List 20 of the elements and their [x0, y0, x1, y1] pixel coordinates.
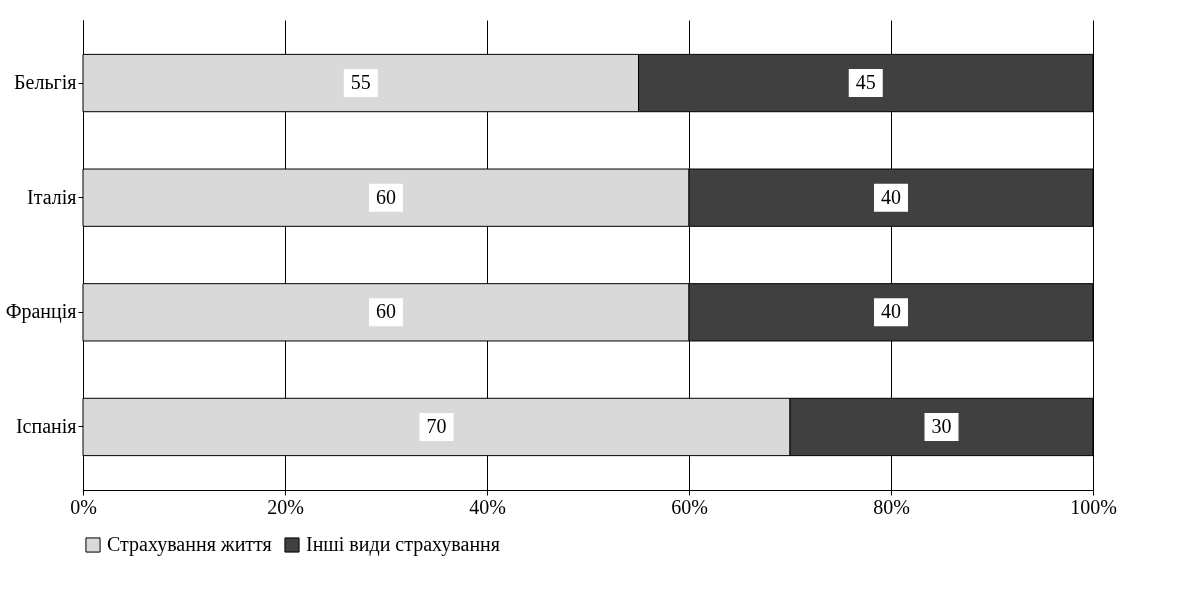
legend-label: Страхування життя	[107, 533, 272, 556]
data-label: 45	[855, 71, 876, 94]
x-tick-label: 20%	[267, 495, 304, 518]
data-label: 60	[376, 185, 396, 208]
legend-label: Інші види страхування	[306, 533, 500, 556]
x-tick-label: 40%	[469, 495, 506, 518]
data-label: 60	[376, 300, 396, 323]
y-tick-label: Бельгія	[14, 71, 77, 94]
x-tick-label: 0%	[70, 495, 97, 518]
y-tick-label: Франція	[5, 300, 77, 324]
x-tick-label: 60%	[671, 495, 708, 518]
data-label: 70	[426, 414, 447, 437]
data-label: 40	[881, 300, 901, 323]
y-tick-label: Іспанія	[15, 414, 77, 437]
x-tick-label: 80%	[873, 495, 910, 518]
data-label: 55	[350, 71, 371, 94]
data-label: 40	[881, 185, 901, 208]
x-tick-label: 100%	[1070, 495, 1117, 518]
y-tick-label: Італія	[27, 185, 77, 208]
data-label: 30	[931, 414, 952, 437]
